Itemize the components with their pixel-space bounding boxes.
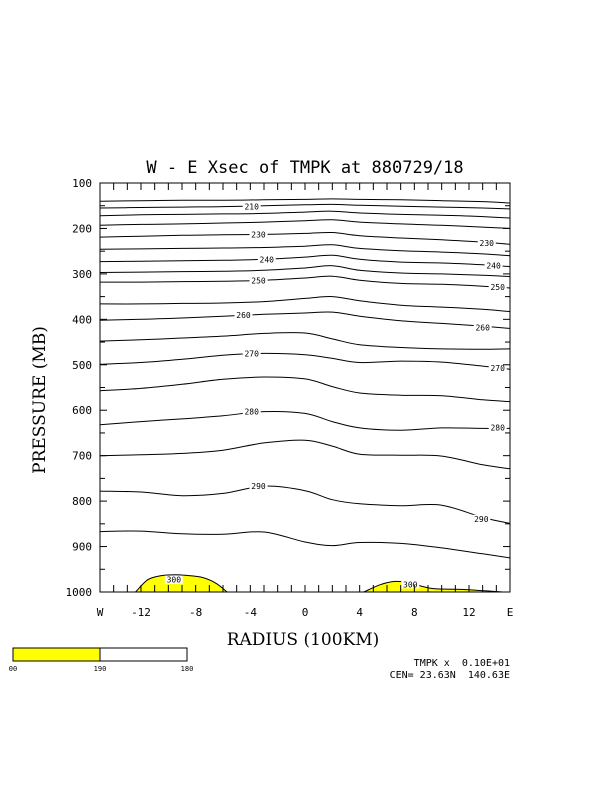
contour-220 [99,219,511,229]
contour-label-270: 270 [490,364,505,373]
y-axis-label: PRESSURE (MB) [30,326,50,474]
contour-label-bg [249,482,268,491]
contour-label-280: 280 [490,423,505,432]
contour-labels: 210 230 230 240 240 250 250 260 260 270 270 280 280 2… [164,202,507,589]
x-tick-label: -12 [131,606,151,619]
y-tick-label: 1000 [66,586,93,599]
x-tick-label: E [507,606,514,619]
colorbar-empty [99,647,188,662]
contour-label-290: 290 [251,482,266,491]
contour-label-290: 290 [474,515,489,524]
y-tick-label: 600 [72,404,92,417]
contour-label-230: 230 [251,230,266,239]
contour-label-bg [473,323,492,332]
contour-label-bg [164,575,183,584]
contour-label-230: 230 [480,239,495,248]
contour-lines [99,198,511,559]
contour-235 [99,244,511,257]
x-axis-label: RADIUS (100KM) [227,630,380,650]
colorbar-label-right: 180 [181,665,194,673]
contour-label-bg [234,310,253,319]
contour-250 [100,275,511,289]
contour-230 [99,231,511,245]
contour-label-bg [488,283,507,292]
contour-270 [99,352,511,370]
contour-240 [99,254,511,268]
colorbar-fill [12,647,101,662]
contour-label-260: 260 [475,324,490,333]
x-tick-label: -8 [189,606,202,619]
contour-label-260: 260 [236,311,251,320]
chart-title: W - E Xsec of TMPK at 880729/18 [146,158,463,178]
contour-260 [99,311,511,329]
y-tick-label: 400 [72,313,92,326]
x-tick-label: -4 [244,606,258,619]
contour-label-300: 300 [167,576,182,585]
colorbar: 00 190 180 [9,647,194,673]
colorbar-label-left: 00 [9,665,17,673]
x-tick-label: 8 [411,606,418,619]
contour-label-bg [242,202,261,211]
x-tick-label: 0 [302,606,309,619]
contour-280 [99,410,511,431]
contour-label-bg [257,255,276,264]
contour-label-270: 270 [244,349,259,358]
shaded-regions [134,574,504,593]
y-tick-label: 300 [72,268,92,281]
y-tick-label: 100 [72,177,92,190]
contour-285 [99,439,511,470]
contour-label-bg [242,349,261,358]
contour-245 [99,265,511,278]
axes: 100 200 300 400 500 600 700 800 900 1000 W -12 -8 -4 0… [66,177,514,619]
contour-210 [99,203,511,210]
x-tick-label: 12 [462,606,475,619]
y-tick-label: 900 [72,541,92,554]
contour-label-bg [488,363,507,372]
contour-label-bg [477,238,496,247]
center-location-text: CEN= 23.63N 140.63E [390,670,510,681]
contour-295 [99,530,511,559]
contour-label-300: 300 [403,580,418,589]
contour-label-bg [242,407,261,416]
contour-label-bg [249,276,268,285]
contour-label-bg [249,230,268,239]
contour-label-240: 240 [260,255,275,264]
contour-label-240: 240 [486,262,501,271]
contour-label-bg [484,261,503,270]
contour-265 [99,332,511,350]
x-tick-label: W [97,606,104,619]
contour-label-bg [472,514,491,523]
contour-label-210: 210 [244,203,259,212]
contour-label-250: 250 [251,276,266,285]
contour-label-250: 250 [490,283,505,292]
y-tick-label: 500 [72,359,92,372]
scale-factor-text: TMPK x 0.10E+01 [414,658,510,669]
y-tick-label: 200 [72,222,92,235]
warm-region-2 [363,580,504,593]
contour-label-bg [401,580,420,589]
colorbar-label-mid: 190 [94,665,107,673]
y-tick-label: 800 [72,495,92,508]
contour-205 [99,198,511,204]
contour-215 [99,210,511,219]
plot-frame [99,182,511,593]
x-tick-label: 4 [356,606,363,619]
contour-255 [99,296,511,313]
contour-290 [99,485,511,524]
contour-275 [99,376,511,403]
y-tick-label: 700 [72,450,92,463]
contour-label-bg [488,423,507,432]
contour-label-280: 280 [244,408,259,417]
